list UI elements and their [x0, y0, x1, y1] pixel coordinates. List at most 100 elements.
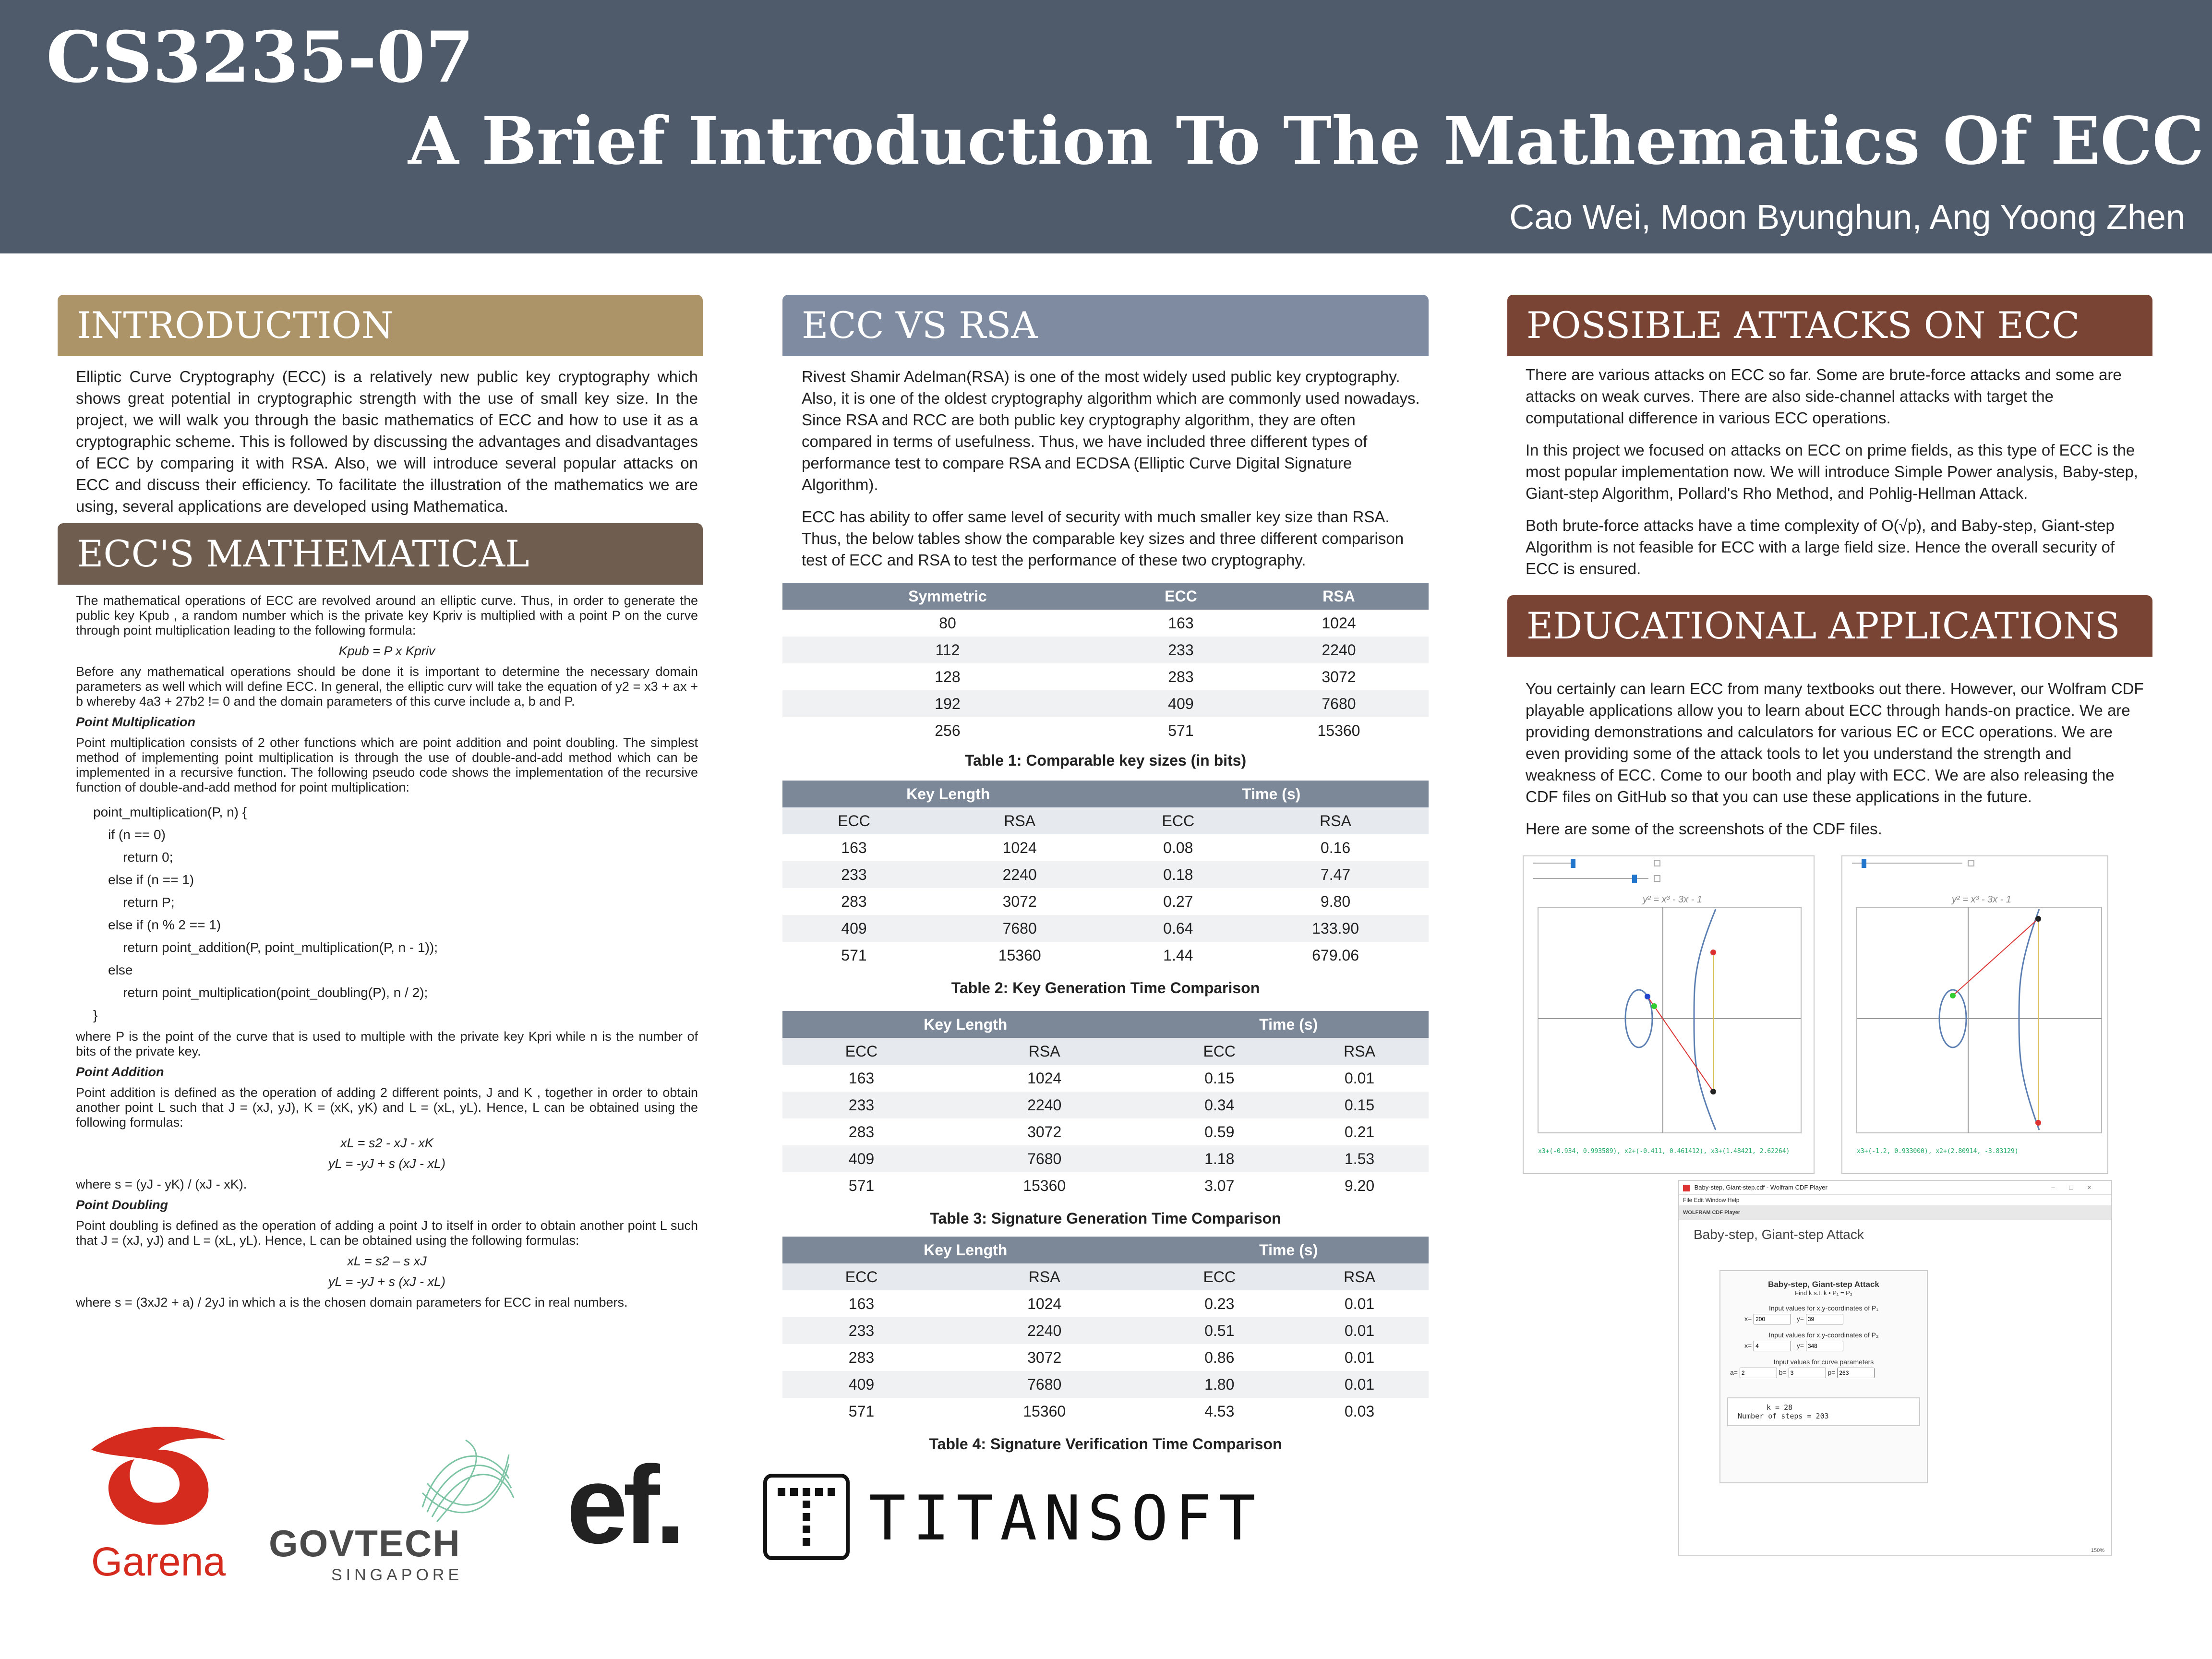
table-subheader: RSA — [1290, 1038, 1429, 1065]
p2-x-input[interactable] — [1754, 1341, 1791, 1351]
table-cell: 0.01 — [1344, 1069, 1375, 1087]
section-heading-math: ECC'S MATHEMATICAL OPERATIONS — [58, 523, 703, 637]
plot-title: y² = x³ - 3x - 1 — [1951, 894, 2011, 905]
code-line: return point_addition(P, point_multiplic… — [93, 940, 438, 955]
p1-x-input[interactable] — [1754, 1314, 1791, 1324]
table-cell: 2240 — [925, 861, 1114, 888]
table-cell: 7680 — [940, 1371, 1149, 1398]
table-cell: 571 — [848, 1402, 875, 1420]
math-paragraph-4: where P is the point of the curve that i… — [76, 1029, 698, 1058]
p-input[interactable] — [1837, 1368, 1875, 1378]
table-row: 80 163 1024 — [782, 610, 1429, 637]
table-subheader: RSA — [940, 1263, 1149, 1290]
formula-yl-double: yL = -yJ + s (xJ - xL) — [328, 1274, 446, 1289]
formula-xl-add: xL = s2 - xJ - xK — [340, 1136, 433, 1150]
formula-yl-add: yL = -yJ + s (xJ - xL) — [328, 1156, 446, 1171]
math-paragraph-7: Point doubling is defined as the operati… — [76, 1218, 698, 1248]
table-group-header: Key Length — [782, 1237, 1149, 1263]
table-row: 283 3072 0.27 9.80 — [782, 888, 1429, 915]
table-cell: 0.59 — [1204, 1123, 1235, 1141]
table-row: 163 1024 0.08 0.16 — [782, 834, 1429, 861]
table-cell: 1.18 — [1148, 1145, 1291, 1172]
table-row: 233 2240 0.18 7.47 — [782, 861, 1429, 888]
course-code: CS3235-07 — [46, 16, 474, 98]
table-cell: 15360 — [1317, 721, 1360, 739]
table-key-generation: Key Length Time (s) ECC RSA ECC RSA 163 1024 0… — [782, 781, 1429, 969]
p1-label: Input values for x,y-coordinates of P₁ — [1768, 1304, 1879, 1312]
table-cell: 0.01 — [1290, 1317, 1429, 1344]
table-header: ECC — [1112, 583, 1249, 610]
table-row: 192 409 7680 — [782, 690, 1429, 717]
table-cell: 3072 — [1002, 892, 1037, 910]
formula-kpub: Kpub = P x Kpriv — [338, 644, 435, 658]
table-signature-verification: Key Length Time (s) ECC RSA ECC RSA 163 1024 0… — [782, 1237, 1429, 1425]
ecc-rsa-paragraph-2: ECC has ability to offer same level of s… — [802, 508, 1404, 569]
table-cell: 112 — [782, 637, 1113, 663]
cdf-screenshot-point-doubling: y² = x³ - 3x - 1 x3+(-1.2, 0.933000), x2… — [1841, 855, 2108, 1174]
zoom-level[interactable]: 150% — [2091, 1548, 2104, 1553]
table-row: 112 233 2240 — [782, 637, 1429, 663]
b-input[interactable] — [1788, 1368, 1826, 1378]
attacks-paragraph-2: In this project we focused on attacks on… — [1526, 441, 2138, 502]
math-text: The mathematical operations of ECC are r… — [76, 593, 698, 1316]
table-subheader: ECC — [782, 1038, 940, 1065]
titansoft-logo: TITANSOFT — [763, 1474, 1349, 1570]
cdf-player-window: Baby-step, Giant-step.cdf - Wolfram CDF … — [1678, 1180, 2112, 1556]
table-subheader: ECC — [1148, 1038, 1291, 1065]
table-cell: 3072 — [1322, 668, 1356, 685]
table-row: 409 7680 1.18 1.53 — [782, 1145, 1429, 1172]
table-cell: 571 — [848, 1177, 875, 1194]
p2-y-input[interactable] — [1805, 1341, 1843, 1351]
ecc-rsa-text: Rivest Shamir Adelman(RSA) is one of the… — [802, 366, 1421, 581]
table-cell: 0.15 — [1290, 1092, 1429, 1118]
poster-title: A Brief Introduction To The Mathematics … — [408, 103, 2204, 180]
titansoft-wordmark: TITANSOFT — [869, 1483, 1262, 1554]
table-cell: 15360 — [1023, 1177, 1066, 1194]
intro-text: Elliptic Curve Cryptography (ECC) is a r… — [76, 366, 698, 528]
menu-bar[interactable]: File Edit Window Help — [1683, 1197, 1740, 1203]
table-cell: 128 — [935, 668, 961, 685]
table-row: 283 3072 0.86 0.01 — [782, 1344, 1429, 1371]
table-row: 571 15360 3.07 9.20 — [782, 1172, 1429, 1199]
result-box: k = 28 Number of steps = 203 — [1727, 1397, 1920, 1426]
table-cell: 163 — [848, 1069, 875, 1087]
section-heading-educational: EDUCATIONAL APPLICATIONS — [1507, 595, 2152, 657]
player-label: WOLFRAM CDF Player — [1683, 1210, 1741, 1215]
elliptic-curve-plot-2: y² = x³ - 3x - 1 x3+(-1.2, 0.933000), x2… — [1852, 859, 2102, 1155]
table-cell: 3.07 — [1204, 1177, 1235, 1194]
bsgs-subtitle: Find k s.t. k • P₁ = P₂ — [1795, 1289, 1852, 1297]
authors: Cao Wei, Moon Byunghun, Ang Yoong Zhen — [1509, 198, 2185, 237]
window-title: Baby-step, Giant-step.cdf - Wolfram CDF … — [1694, 1184, 1827, 1191]
edu-paragraph-2: Here are some of the screenshots of the … — [1526, 820, 1882, 838]
formula-xl-double: xL = s2 – s xJ — [347, 1254, 427, 1268]
table-cell: 571 — [1168, 721, 1194, 739]
table-subheader: RSA — [1290, 1263, 1429, 1290]
table-caption: Table 4: Signature Verification Time Com… — [929, 1435, 1282, 1453]
math-paragraph-2: Before any mathematical operations shoul… — [76, 664, 698, 709]
window-controls-icon[interactable]: –□× — [2051, 1184, 2105, 1191]
table-row: 409 7680 0.64 133.90 — [782, 915, 1429, 942]
p1-y-input[interactable] — [1805, 1314, 1843, 1324]
window-titlebar: Baby-step, Giant-step.cdf - Wolfram CDF … — [1679, 1181, 2111, 1195]
table-cell: 283 — [841, 892, 867, 910]
table-cell: 163 — [848, 1295, 875, 1312]
table-cell: 233 — [782, 861, 926, 888]
table-cell: 9.80 — [1320, 892, 1351, 910]
table-cell: 7.47 — [1242, 861, 1429, 888]
govtech-swirl-icon — [421, 1439, 515, 1522]
a-input[interactable] — [1739, 1368, 1777, 1378]
cdf-screenshot-point-addition: y² = x³ - 3x - 1 x3+(-0.934, 0.993589), … — [1523, 855, 1815, 1174]
section-heading-introduction: INTRODUCTION — [58, 295, 703, 356]
garena-dragon-icon — [91, 1427, 226, 1525]
table-cell: 0.18 — [1114, 861, 1243, 888]
table-cell: 7680 — [925, 915, 1114, 942]
table-cell: 80 — [939, 614, 956, 632]
table-cell: 283 — [1168, 668, 1194, 685]
table-cell: 1.53 — [1290, 1145, 1429, 1172]
table-cell: 133.90 — [1242, 915, 1429, 942]
table-row: 409 7680 1.80 0.01 — [782, 1371, 1429, 1398]
player-toolbar: WOLFRAM CDF Player — [1679, 1205, 2111, 1220]
table-cell: 7680 — [940, 1145, 1149, 1172]
titansoft-mark-icon — [763, 1474, 850, 1560]
table-cell: 192 — [782, 690, 1113, 717]
